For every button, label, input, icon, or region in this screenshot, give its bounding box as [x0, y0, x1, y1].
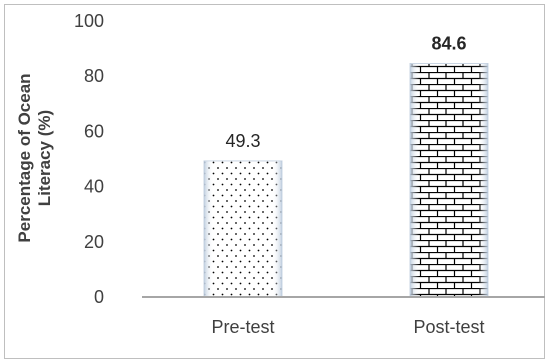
y-tick-label: 60 [84, 121, 104, 141]
y-tick-label: 100 [74, 11, 104, 31]
x-category-label: Pre-test [211, 317, 274, 337]
y-axis-ticks: 0 20 40 60 80 100 [74, 11, 104, 307]
y-axis-label-line1: Percentage of Ocean [15, 73, 34, 242]
bars [203, 63, 489, 298]
x-axis-categories: Pre-test Post-test [211, 317, 484, 337]
y-tick-label: 0 [94, 287, 104, 307]
bar-shading [410, 63, 488, 298]
data-label: 84.6 [431, 34, 466, 54]
x-category-label: Post-test [413, 317, 484, 337]
bar-shading [204, 160, 282, 297]
data-label: 49.3 [225, 131, 260, 151]
y-tick-label: 80 [84, 66, 104, 86]
y-tick-label: 40 [84, 177, 104, 197]
y-axis-label-line2: Literacy (%) [35, 110, 54, 206]
data-labels: 49.3 84.6 [225, 34, 466, 151]
y-tick-label: 20 [84, 232, 104, 252]
